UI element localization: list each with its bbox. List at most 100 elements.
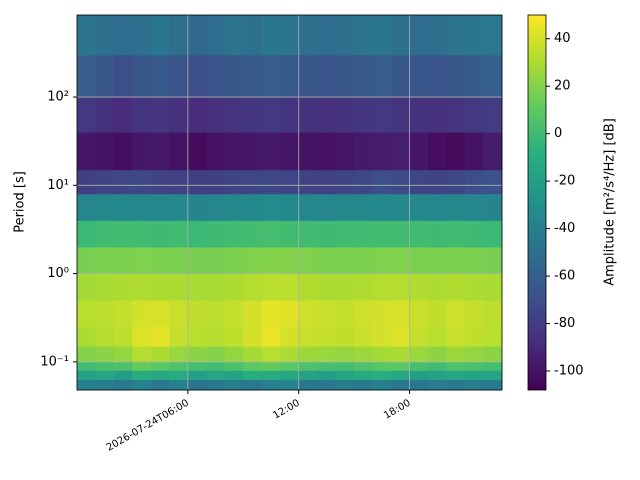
heatmap-cell <box>391 273 411 301</box>
heatmap-cell <box>261 300 281 328</box>
heatmap-cell <box>261 220 281 248</box>
heatmap-cell <box>113 97 133 133</box>
heatmap-cell <box>132 220 152 248</box>
heatmap-cell <box>206 220 226 248</box>
heatmap-cell <box>95 247 115 274</box>
heatmap-cell <box>243 15 263 56</box>
heatmap-cell <box>132 326 152 347</box>
heatmap-cell <box>224 326 244 347</box>
heatmap-cell <box>298 54 318 98</box>
heatmap-cell <box>391 370 411 380</box>
heatmap-cell <box>261 97 281 133</box>
heatmap-cell <box>206 247 226 274</box>
heatmap-cell <box>224 273 244 301</box>
heatmap-cell <box>428 361 447 371</box>
heatmap-cell <box>150 361 170 371</box>
heatmap-cell <box>409 326 429 347</box>
heatmap-cell <box>354 15 374 56</box>
heatmap-cell <box>483 97 503 133</box>
heatmap-cell <box>132 15 152 56</box>
heatmap-cell <box>409 346 429 363</box>
heatmap-cell <box>483 193 503 221</box>
heatmap-cell <box>187 273 207 301</box>
heatmap-cell <box>483 132 503 171</box>
heatmap-cell <box>280 97 300 133</box>
heatmap-cell <box>428 247 447 274</box>
heatmap-cell <box>132 379 152 391</box>
heatmap-cell <box>446 273 466 301</box>
heatmap-cell <box>483 300 503 328</box>
heatmap-cell <box>206 300 226 328</box>
y-tick-label: 10¹ <box>47 178 69 193</box>
heatmap-cell <box>335 193 355 221</box>
heatmap-cell <box>261 326 281 347</box>
heatmap-cell <box>428 370 447 380</box>
heatmap-cell <box>187 97 207 133</box>
heatmap-cell <box>77 346 96 363</box>
heatmap-cell <box>391 300 411 328</box>
heatmap-cell <box>391 97 411 133</box>
heatmap-cell <box>335 247 355 274</box>
heatmap-cell <box>132 361 152 371</box>
colorbar-tick-label: -100 <box>554 364 584 379</box>
heatmap-cell <box>446 220 466 248</box>
colorbar-label: Amplitude [m²/s⁴/Hz] [dB] <box>603 118 618 286</box>
heatmap-cell <box>446 379 466 391</box>
y-tick-label: 10² <box>47 90 69 105</box>
heatmap-cell <box>354 169 374 195</box>
heatmap-cell <box>169 346 189 363</box>
heatmap-cell <box>335 300 355 328</box>
heatmap-cell <box>483 169 503 195</box>
heatmap-cell <box>372 247 392 274</box>
heatmap-cell <box>317 247 337 274</box>
heatmap-cell <box>354 379 374 391</box>
heatmap-cell <box>77 361 96 371</box>
heatmap-cell <box>224 132 244 171</box>
heatmap-cell <box>77 273 96 301</box>
heatmap-cell <box>354 273 374 301</box>
heatmap-cell <box>446 326 466 347</box>
heatmap-cell <box>206 326 226 347</box>
x-tick-label: 18:00 <box>382 398 412 422</box>
heatmap-cell <box>335 361 355 371</box>
heatmap-cell <box>77 97 96 133</box>
heatmap-cell <box>409 169 429 195</box>
heatmap-cell <box>483 54 503 98</box>
heatmap-cell <box>187 247 207 274</box>
heatmap-cell <box>95 379 115 391</box>
heatmap-cell <box>77 247 96 274</box>
heatmap-cell <box>280 346 300 363</box>
heatmap-cell <box>224 169 244 195</box>
heatmap-cell <box>446 132 466 171</box>
heatmap-cell <box>409 54 429 98</box>
heatmap-cell <box>113 346 133 363</box>
heatmap-cell <box>280 361 300 371</box>
heatmap-cell <box>280 193 300 221</box>
heatmap-cell <box>409 132 429 171</box>
heatmap-cell <box>409 97 429 133</box>
heatmap-cell <box>206 273 226 301</box>
heatmap-cell <box>77 379 96 391</box>
heatmap-cell <box>391 169 411 195</box>
heatmap-cell <box>150 300 170 328</box>
heatmap-cell <box>483 379 503 391</box>
heatmap-cell <box>113 54 133 98</box>
heatmap-cell <box>187 326 207 347</box>
heatmap-cell <box>372 361 392 371</box>
heatmap-cell <box>206 169 226 195</box>
heatmap-cell <box>391 132 411 171</box>
heatmap-cell <box>483 220 503 248</box>
heatmap-cell <box>206 370 226 380</box>
heatmap-cell <box>465 370 484 380</box>
heatmap-cell <box>298 361 318 371</box>
heatmap-cell <box>428 273 447 301</box>
heatmap-cell <box>465 193 484 221</box>
heatmap-cell <box>372 169 392 195</box>
heatmap-cell <box>298 379 318 391</box>
heatmap-cell <box>354 300 374 328</box>
heatmap-cell <box>372 54 392 98</box>
heatmap-cell <box>243 169 263 195</box>
heatmap-cell <box>243 54 263 98</box>
heatmap-cell <box>409 370 429 380</box>
heatmap-cell <box>113 247 133 274</box>
